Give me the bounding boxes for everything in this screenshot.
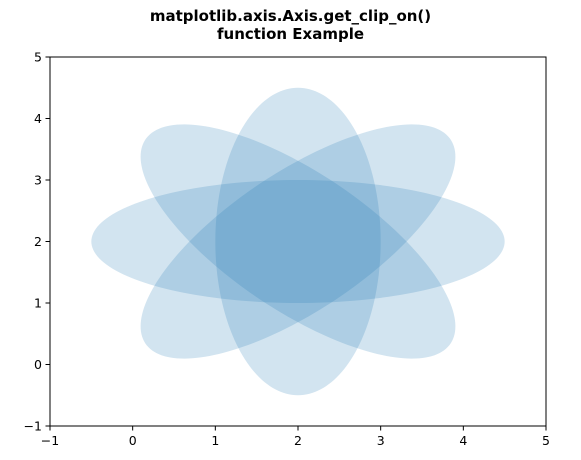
x-tick-label: 1	[211, 433, 219, 448]
y-tick-label: −1	[24, 419, 42, 434]
ellipse-1	[91, 180, 505, 303]
ellipse-2	[140, 124, 456, 359]
x-tick-label: 3	[377, 433, 385, 448]
y-tick-label: 4	[34, 111, 42, 126]
y-axis: −1 0 1 2 3 4 5	[24, 50, 50, 434]
ellipse-4	[140, 124, 456, 359]
x-tick-label: 5	[542, 433, 550, 448]
x-tick-label: −1	[41, 433, 59, 448]
chart-title-line-1: matplotlib.axis.Axis.get_clip_on()	[150, 7, 431, 25]
y-tick-label: 5	[34, 50, 42, 65]
ellipse-3	[215, 87, 381, 396]
x-tick-label: 4	[459, 433, 467, 448]
x-tick-label: 2	[294, 433, 302, 448]
ellipse-layer	[91, 87, 505, 396]
y-tick-label: 3	[34, 173, 42, 188]
y-tick-label: 1	[34, 296, 42, 311]
axes-background	[50, 57, 546, 426]
y-tick-label: 2	[34, 234, 42, 249]
chart-title-line-2: function Example	[217, 25, 364, 43]
x-axis: −1 0 1 2 3 4 5	[41, 426, 550, 448]
y-tick-label: 0	[34, 357, 42, 372]
x-tick-label: 0	[129, 433, 137, 448]
